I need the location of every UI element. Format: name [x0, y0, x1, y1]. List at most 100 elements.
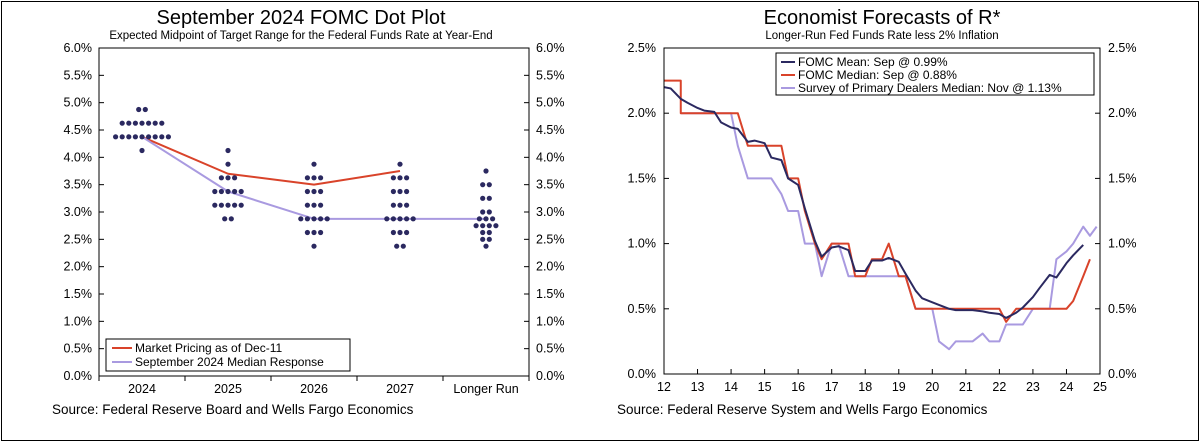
x-tick-label: 22 [992, 380, 1006, 394]
x-tick-label: 25 [1093, 380, 1107, 394]
dot-marker [311, 216, 317, 222]
y-tick-label: 4.0% [64, 150, 93, 164]
dot-marker [304, 175, 310, 181]
dot-marker [486, 195, 492, 201]
dot-marker [410, 216, 416, 222]
y-tick-label: 3.5% [64, 178, 93, 192]
y-tick-label: 1.0% [64, 314, 93, 328]
dot-marker [159, 134, 165, 140]
dot-marker [152, 120, 158, 126]
x-tick-label: 2026 [300, 382, 328, 396]
dot-marker [404, 229, 410, 236]
dot-marker [397, 175, 403, 181]
dot-marker [232, 175, 238, 181]
dot-marker [311, 161, 317, 167]
dot-marker [126, 120, 132, 126]
y-tick-label: 2.0% [64, 260, 93, 274]
dot-marker [298, 216, 304, 222]
legend-label-dealers: Survey of Primary Dealers Median: Nov @ … [798, 81, 1062, 95]
y-tick-label-right: 0.0% [1108, 367, 1137, 381]
plot-border [98, 47, 530, 377]
dot-marker [480, 209, 486, 215]
series-line-0 [663, 86, 1084, 319]
dot-marker [490, 216, 496, 222]
y-tick-label-right: 6.0% [536, 41, 565, 55]
y-tick-label: 2.0% [628, 106, 657, 120]
x-tick-label: 17 [825, 380, 839, 394]
dot-marker [212, 202, 218, 208]
chart-title: September 2024 FOMC Dot Plot [156, 7, 445, 29]
dot-marker [218, 202, 224, 208]
chart-subtitle: Expected Midpoint of Target Range for th… [109, 30, 492, 42]
dot-marker [146, 120, 152, 126]
y-tick-label-right: 2.0% [536, 260, 565, 274]
dot-plot-panel: September 2024 FOMC Dot Plot Expected Mi… [2, 2, 600, 440]
axis-ticks: 0.0% 0.0% 0.5% 0.5% 1.0% 1.0% 1.5% 1.5% 2.0% 2.0%… [628, 41, 1137, 394]
dot-marker [222, 216, 228, 222]
rstar-panel: Economist Forecasts of R* Longer-Run Fed… [600, 2, 1198, 440]
y-tick-label-right: 3.0% [536, 205, 565, 219]
dot-marker [486, 209, 492, 215]
plot-border [663, 47, 1101, 375]
x-tick-label: 19 [892, 380, 906, 394]
dot-marker [493, 223, 499, 229]
series-line-0 [141, 135, 401, 186]
dot-marker [228, 216, 234, 222]
dot-marker [483, 243, 489, 249]
legend-box [775, 52, 1095, 96]
y-tick-label-right: 1.5% [1108, 171, 1137, 185]
dot-marker [480, 195, 486, 201]
dot-marker [165, 134, 171, 140]
dot-marker [480, 236, 486, 242]
x-tick-label: 20 [925, 380, 939, 394]
dot-marker [404, 216, 410, 222]
dot-marker [232, 202, 238, 208]
chart-title: Economist Forecasts of R* [764, 7, 1001, 29]
dot-marker [480, 229, 486, 236]
dot-marker [390, 229, 396, 236]
legend-label-mean: FOMC Mean: Sep @ 0.99% [798, 55, 948, 69]
x-tick-label: 2027 [386, 382, 414, 396]
y-tick-label: 2.5% [64, 232, 93, 246]
dot-marker [318, 216, 324, 222]
dot-marker [404, 202, 410, 208]
dot-marker [225, 188, 231, 195]
dot-marker [384, 216, 390, 222]
dot-marker [400, 243, 406, 249]
dot-marker [212, 188, 218, 195]
dot-marker [476, 216, 482, 222]
dot-marker [225, 147, 231, 154]
dot-marker [232, 188, 238, 195]
legend: Market Pricing as of Dec-11 September 20… [105, 338, 351, 372]
dot-marker [397, 216, 403, 222]
dot-marker [225, 202, 231, 208]
x-tick-label: 18 [858, 380, 872, 394]
y-tick-label-right: 1.5% [536, 287, 565, 301]
dot-marker [324, 216, 330, 222]
dot-marker [486, 182, 492, 188]
source-note: Source: Federal Reserve Board and Wells … [52, 402, 414, 417]
dot-marker [238, 188, 244, 195]
dot-marker [139, 120, 145, 126]
dot-marker [473, 223, 479, 229]
series-lines [663, 79, 1098, 351]
dot-marker [311, 229, 317, 236]
dot-marker [390, 202, 396, 208]
dot-marker [397, 188, 403, 195]
legend: FOMC Mean: Sep @ 0.99% FOMC Median: Sep … [775, 52, 1095, 96]
y-tick-label: 0.5% [628, 302, 657, 316]
dot-marker [152, 134, 158, 140]
x-tick-label: 23 [1026, 380, 1040, 394]
source-note: Source: Federal Reserve System and Wells… [617, 402, 988, 417]
dot-marker [483, 168, 489, 174]
dot-marker [480, 223, 486, 229]
y-tick-label: 3.0% [64, 205, 93, 219]
dot-marker [404, 175, 410, 181]
series-line-2 [680, 112, 1098, 351]
x-tick-label: Longer Run [453, 382, 518, 396]
dot-marker [318, 202, 324, 208]
dot-marker [139, 134, 145, 140]
x-tick-label: 2024 [128, 382, 156, 396]
dot-marker [132, 120, 138, 126]
dot-marker [390, 216, 396, 222]
